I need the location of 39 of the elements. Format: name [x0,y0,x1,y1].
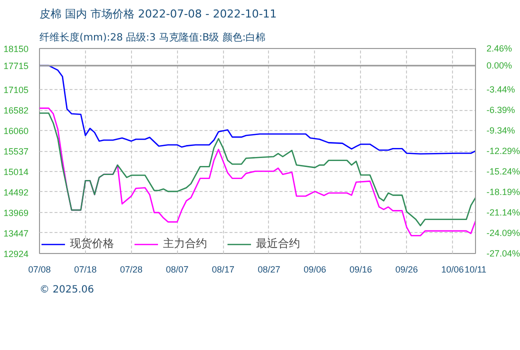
y-tick-label: 16060 [3,126,29,136]
chart-subtitle: 纤维长度(mm):28 品级:3 马克隆值:B级 颜色:白棉 [40,32,266,44]
x-tick-label: 07/08 [28,264,51,274]
y2-tick-label: -9.34% [486,126,516,136]
legend-label: 最近合约 [256,236,300,251]
y-tick-label: 15014 [3,167,29,178]
y2-tick-label: -15.24% [486,166,520,176]
x-tick-label: 09/16 [350,264,372,274]
y2-tick-label: -21.14% [486,208,520,218]
x-tick-label: 08/07 [166,264,188,274]
y-tick-label: 15537 [3,146,29,156]
y-tick-label: 18150 [3,44,29,54]
y2-tick-label: 0.00% [486,60,512,71]
y2-tick-label: -24.09% [486,228,520,238]
y-tick-label: 14492 [3,187,29,198]
x-tick-label: 08/27 [258,264,280,274]
legend-label: 主力合约 [163,236,207,251]
chart-title: 皮棉 国内 市场价格 2022-07-08 - 2022-10-11 [40,8,277,20]
x-tick-label: 08/17 [212,264,234,274]
x-tick-label: 09/26 [395,264,418,274]
x-tick-label: 10/06 [441,264,464,274]
text: © 2025.06 [40,284,94,296]
y-tick-label: 16582 [3,106,29,116]
y2-tick-label: -6.39% [486,105,516,115]
x-tick-label: 07/28 [120,264,143,274]
x-tick-label: 10/11 [464,264,486,274]
legend-label: 现货价格 [70,236,114,251]
y2-tick-label: 2.46% [486,44,512,54]
y2-tick-label: -27.04% [486,248,520,258]
y-tick-label: 13447 [3,228,29,238]
y2-tick-label: -3.44% [486,84,516,94]
x-tick-label: 07/18 [74,264,97,274]
y2-tick-label: -18.19% [486,187,520,197]
y2-tick-label: -12.29% [486,146,520,156]
y-tick-label: 12924 [3,249,29,259]
y-tick-label: 17715 [3,61,29,72]
y-tick-label: 13969 [3,208,29,218]
y-tick-label: 17105 [3,84,29,95]
x-tick-label: 09/06 [304,264,326,274]
